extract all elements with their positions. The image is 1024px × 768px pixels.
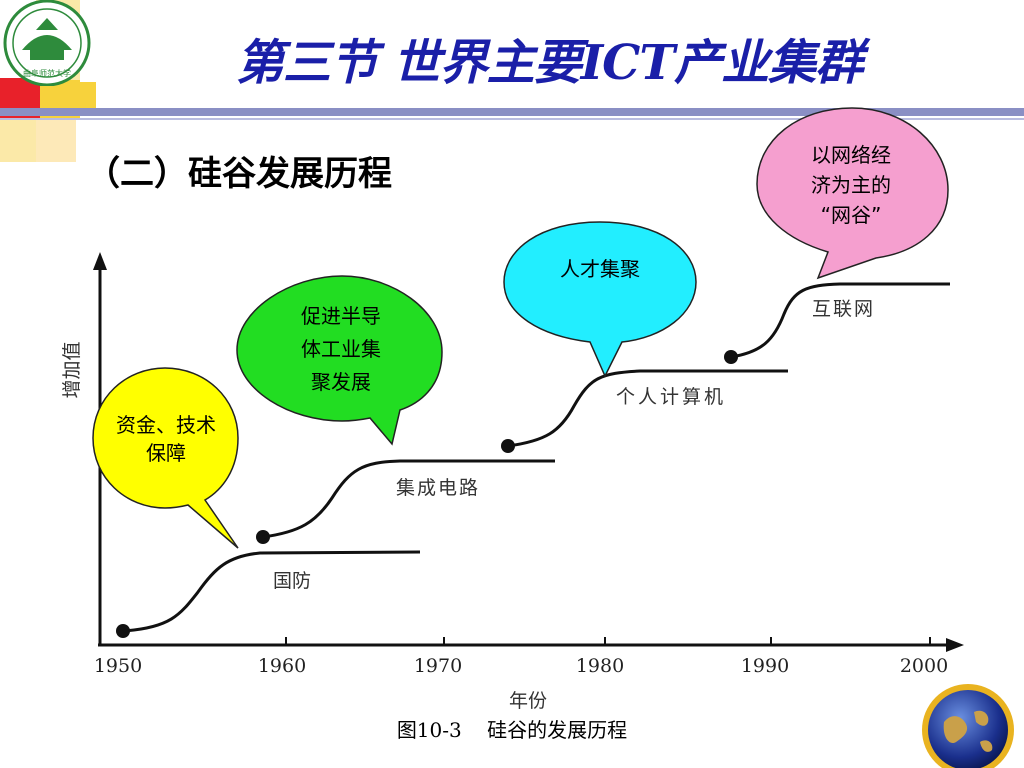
figure-caption: 图10-3 硅谷的发展历程 (396, 718, 628, 742)
stage-curve-internet (730, 282, 950, 359)
deco-square-yellow-side (80, 82, 96, 108)
svg-text:聚发展: 聚发展 (311, 370, 371, 394)
stage-curve-defense (122, 550, 421, 633)
x-tick-label: 1990 (741, 655, 789, 677)
stage-curve-pc (507, 369, 788, 448)
svg-text:“网谷”: “网谷” (821, 203, 882, 227)
deco-square-cream-right (36, 120, 76, 162)
svg-text:保障: 保障 (146, 441, 186, 465)
stage-label-ic: 集成电路 (396, 477, 480, 499)
svg-text:济为主的: 济为主的 (811, 173, 891, 197)
svg-text:资金、技术: 资金、技术 (116, 413, 216, 437)
svg-text:体工业集: 体工业集 (301, 337, 381, 361)
slide-title: 第三节 世界主要ICT产业集群 (236, 35, 863, 91)
bubble-semiconductor: 促进半导 体工业集 聚发展 (236, 275, 443, 446)
x-axis-arrow (946, 638, 964, 652)
x-tick-label: 1960 (258, 655, 306, 677)
svg-text:促进半导: 促进半导 (301, 304, 381, 328)
bubble-funding: 资金、技术 保障 (92, 367, 239, 549)
bubble-network: 以网络经 济为主的 “网谷” (756, 107, 949, 280)
x-tick-label: 1950 (94, 655, 142, 677)
title-rule-thin (0, 118, 1024, 120)
svg-text:人才集聚: 人才集聚 (560, 257, 640, 281)
stage-label-defense: 国防 (273, 570, 311, 592)
section-subtitle: （二）硅谷发展历程 (86, 154, 392, 194)
y-axis-label: 增加值 (61, 341, 83, 398)
x-tick-label: 2000 (900, 655, 948, 677)
stage-label-internet: 互联网 (812, 298, 875, 320)
title-rule (0, 108, 1024, 116)
stage-label-pc: 个人计算机 (616, 386, 726, 408)
logo-text: 曲阜师范大学 (23, 68, 71, 78)
globe-icon (922, 684, 1014, 768)
bubble-talent: 人才集聚 (503, 221, 697, 378)
deco-square-cream-bottom (0, 120, 36, 162)
x-tick-label: 1970 (414, 655, 462, 677)
svg-text:以网络经: 以网络经 (811, 143, 891, 167)
university-logo: 曲阜师范大学 (3, 0, 91, 86)
x-axis-label: 年份 (509, 690, 547, 712)
y-axis-arrow (93, 252, 107, 270)
x-tick-label: 1980 (576, 655, 624, 677)
stage-curve-ic (262, 459, 555, 539)
